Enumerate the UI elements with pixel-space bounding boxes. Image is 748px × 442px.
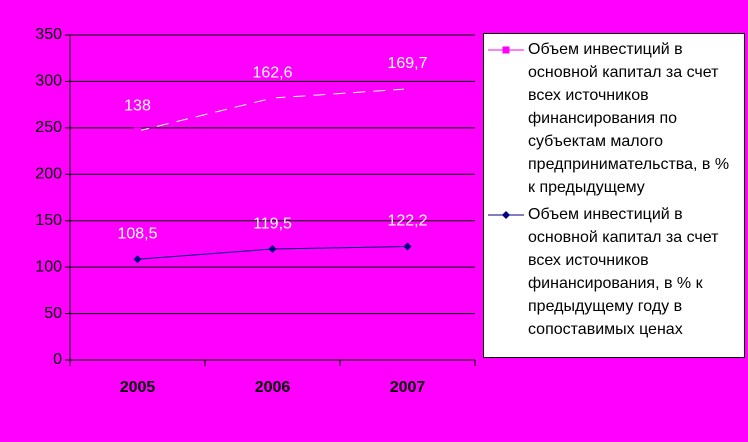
y-tick-label: 50 bbox=[44, 305, 62, 322]
legend-swatch bbox=[488, 46, 524, 54]
marker bbox=[269, 94, 276, 102]
y-tick-label: 0 bbox=[53, 351, 62, 368]
data-label: 138 bbox=[124, 97, 151, 114]
legend-entry: Объем инвестиций в основной капитал за с… bbox=[484, 38, 744, 199]
legend-marker bbox=[502, 46, 510, 54]
legend-entry: Объем инвестиций в основной капитал за с… bbox=[484, 203, 744, 341]
x-tick-label: 2006 bbox=[255, 379, 291, 396]
marker bbox=[403, 242, 412, 251]
legend-swatch bbox=[488, 211, 524, 219]
data-label: 169,7 bbox=[387, 55, 427, 72]
y-tick-label: 300 bbox=[35, 73, 62, 90]
legend-label: Объем инвестиций в основной капитал за с… bbox=[528, 41, 730, 196]
y-tick-label: 350 bbox=[35, 26, 62, 43]
marker bbox=[133, 255, 142, 264]
x-tick-label: 2007 bbox=[390, 379, 426, 396]
legend-label: Объем инвестиций в основной капитал за с… bbox=[528, 206, 719, 338]
data-label: 162,6 bbox=[252, 64, 292, 81]
marker bbox=[404, 85, 411, 93]
legend: Объем инвестиций в основной капитал за с… bbox=[483, 33, 745, 358]
data-label: 119,5 bbox=[253, 215, 292, 232]
marker bbox=[134, 127, 141, 135]
series-line bbox=[137, 88, 408, 132]
y-tick-label: 150 bbox=[35, 212, 62, 229]
marker bbox=[268, 245, 277, 254]
data-label: 108,5 bbox=[117, 225, 157, 242]
y-tick-label: 100 bbox=[35, 258, 62, 275]
x-tick-label: 2005 bbox=[120, 379, 156, 396]
y-tick-label: 250 bbox=[35, 119, 62, 136]
legend-marker bbox=[502, 211, 510, 219]
y-tick-label: 200 bbox=[35, 166, 62, 183]
data-label: 122,2 bbox=[387, 213, 427, 230]
